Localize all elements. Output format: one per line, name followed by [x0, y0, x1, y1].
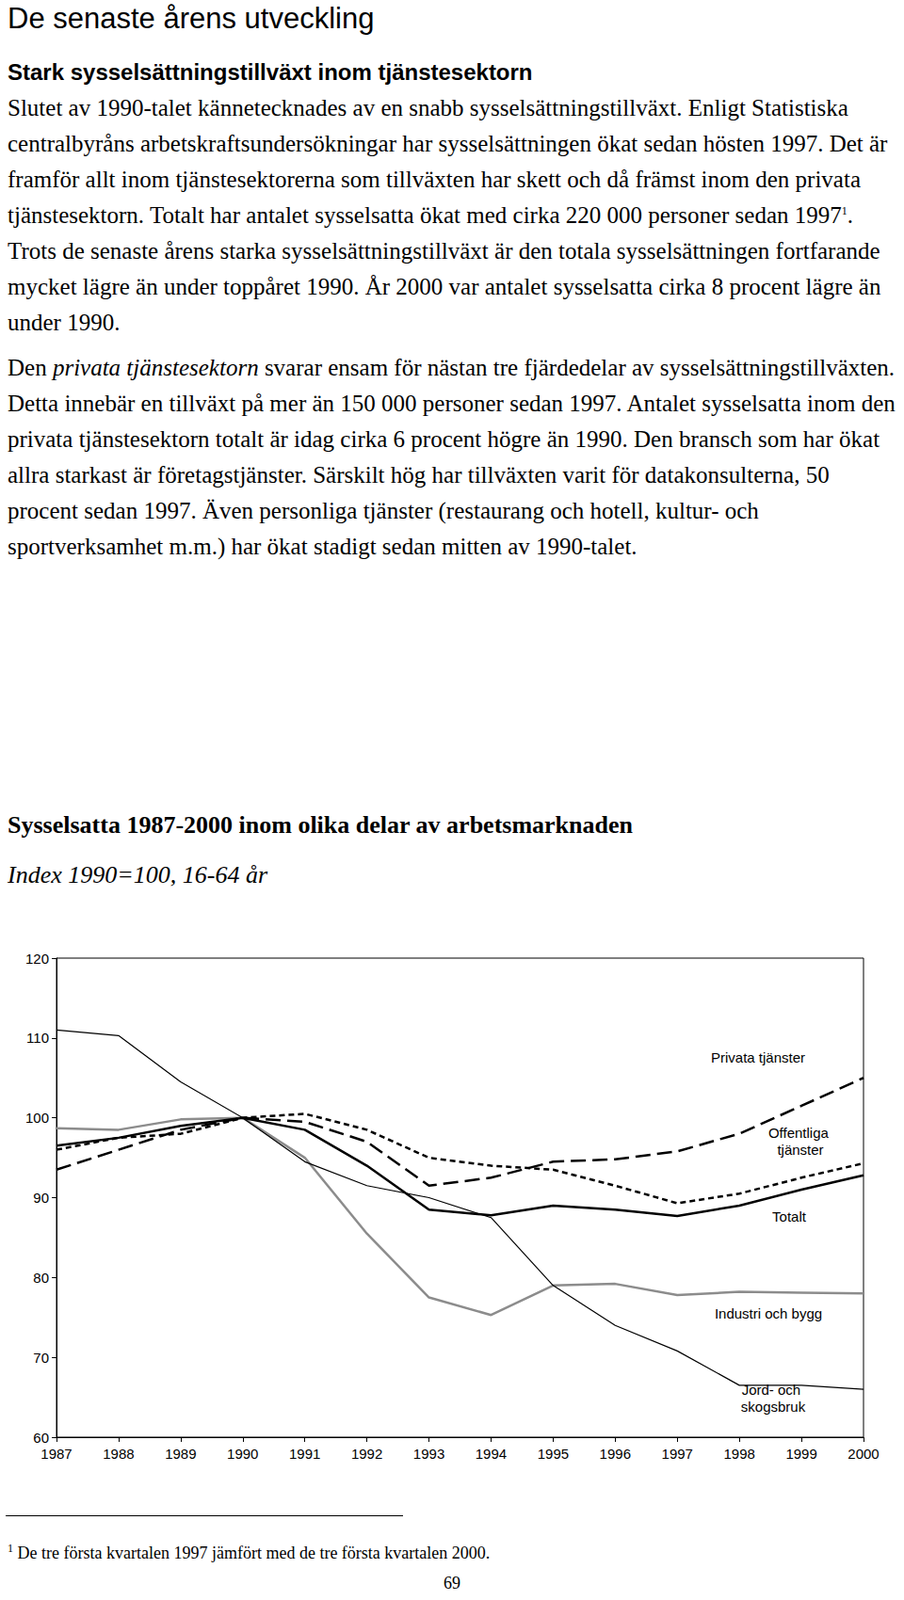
svg-text:70: 70	[32, 1350, 49, 1367]
svg-text:1993: 1993	[413, 1446, 445, 1463]
svg-text:1999: 1999	[785, 1446, 817, 1463]
svg-text:1992: 1992	[351, 1446, 383, 1463]
svg-text:120: 120	[25, 951, 49, 968]
svg-text:Totalt: Totalt	[772, 1209, 808, 1226]
svg-text:tjänster: tjänster	[776, 1142, 824, 1159]
svg-text:2000: 2000	[847, 1446, 879, 1463]
svg-text:Jord- och: Jord- och	[742, 1382, 806, 1399]
svg-text:1996: 1996	[599, 1446, 631, 1463]
svg-text:110: 110	[26, 1030, 49, 1047]
svg-text:100: 100	[25, 1110, 49, 1127]
svg-text:1995: 1995	[537, 1446, 569, 1463]
svg-text:1989: 1989	[164, 1446, 196, 1463]
svg-text:1990: 1990	[226, 1446, 259, 1463]
svg-text:60: 60	[32, 1430, 49, 1447]
svg-text:1988: 1988	[102, 1446, 134, 1463]
html-text:Slutet av 1990-talet känneteck: Slutet av 1990-talet kännetecknades av e…	[7, 95, 888, 336]
svg-text:skogsbruk: skogsbruk	[741, 1399, 807, 1416]
svg-text:90: 90	[32, 1190, 49, 1207]
svg-text:Privata tjänster: Privata tjänster	[710, 1049, 806, 1066]
html-text:De senaste årens utveckling: De senaste årens utveckling	[7, 1, 375, 35]
html-text:1De tre första kvartalen 1997: 1De tre första kvartalen 1997 jämfört me…	[7, 1542, 490, 1564]
html-text:Stark sysselsättningstillväxt: Stark sysselsättningstillväxt inom tjäns…	[7, 59, 533, 85]
html-text:69: 69	[443, 1574, 461, 1594]
html-text:Index 1990=100, 16-64 år: Index 1990=100, 16-64 år	[7, 861, 268, 889]
svg-text:1987: 1987	[40, 1446, 72, 1463]
svg-text:1991: 1991	[289, 1446, 321, 1463]
html-text:Sysselsatta 1987-2000 inom oli: Sysselsatta 1987-2000 inom olika delar a…	[7, 811, 633, 840]
svg-text:Offentliga: Offentliga	[768, 1125, 833, 1142]
svg-text:1994: 1994	[475, 1446, 507, 1463]
svg-text:1997: 1997	[661, 1446, 694, 1463]
svg-text:80: 80	[32, 1270, 49, 1287]
svg-text:1998: 1998	[723, 1446, 755, 1463]
html-text:Den privata tjänstesektorn sva: Den privata tjänstesektorn svarar ensam …	[7, 355, 896, 560]
svg-text:Industri och bygg: Industri och bygg	[714, 1306, 823, 1323]
